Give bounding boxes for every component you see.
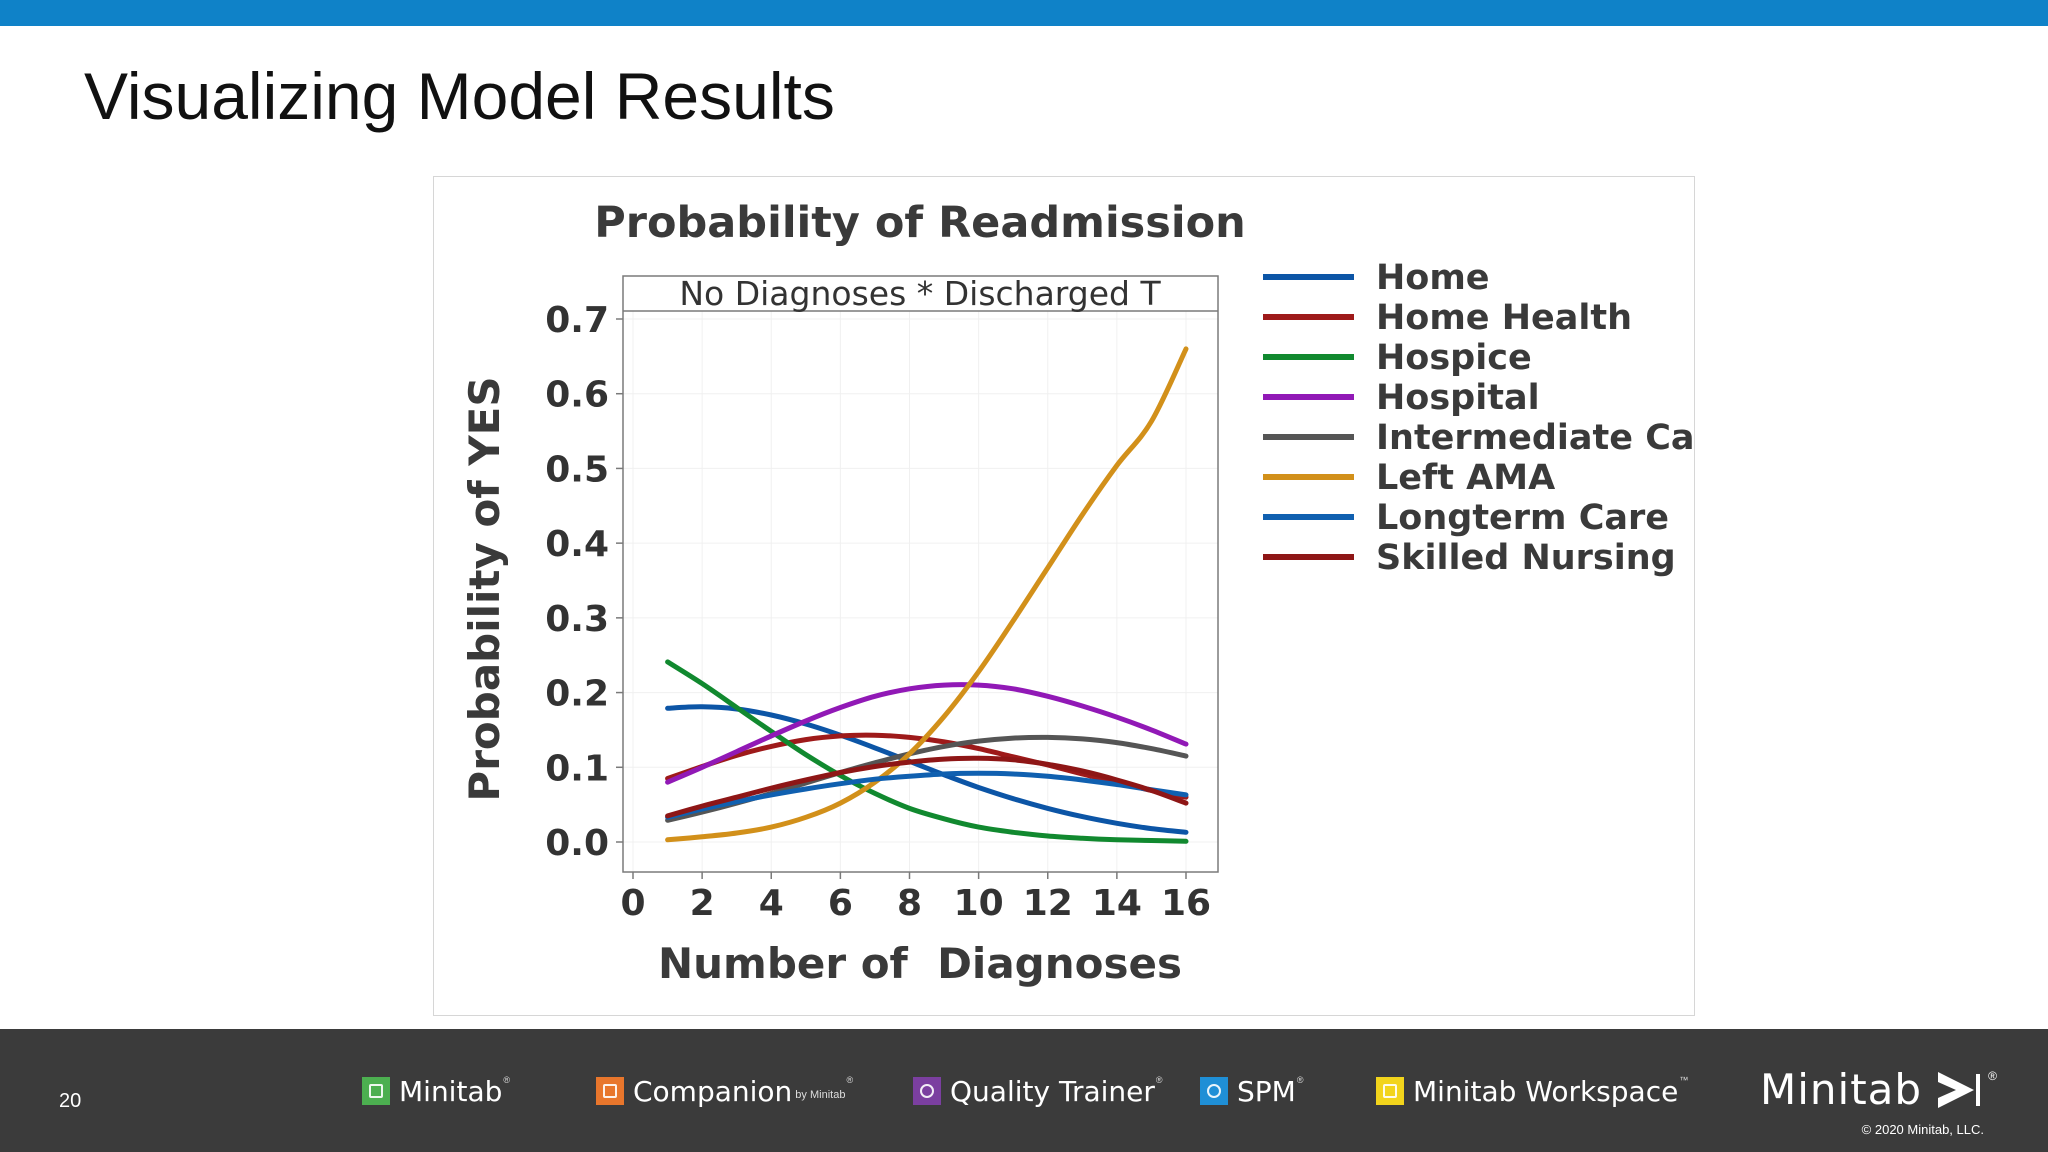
spm-target-icon [1200, 1077, 1228, 1105]
legend-label-hospital: Hospital [1376, 378, 1540, 418]
product-link-quality-trainer[interactable]: Quality Trainer ® [913, 1073, 1163, 1109]
slide-title: Visualizing Model Results [84, 59, 835, 133]
product-name: SPM [1237, 1074, 1296, 1108]
workspace-bulb-icon-glyph [1383, 1084, 1397, 1098]
minitab-bar-chart-icon-glyph [369, 1084, 383, 1098]
y-tick-label: 0.5 [545, 449, 609, 490]
companion-roadmap-icon [596, 1077, 624, 1105]
brand-name: Minitab [1760, 1065, 1923, 1114]
product-link-minitab[interactable]: Minitab ® [362, 1073, 510, 1109]
quality-trainer-play-icon [913, 1077, 941, 1105]
x-tick-label: 16 [1161, 883, 1211, 924]
y-tick-label: 0.7 [545, 300, 609, 341]
series-line-skilled-nursing [665, 755, 1189, 819]
product-name: Quality Trainer [950, 1074, 1155, 1108]
x-tick-label: 10 [954, 883, 1004, 924]
legend-label-longterm-care: Longterm Care [1376, 498, 1669, 538]
product-registered-mark: ® [846, 1075, 854, 1085]
page-number: 20 [59, 1090, 82, 1112]
y-axis: 0.0 0.1 0.2 0.3 0.4 0.5 0.6 0.7 [545, 300, 623, 864]
chart-grid [623, 311, 1218, 872]
x-tick-label: 12 [1023, 883, 1073, 924]
y-axis-label: Probability of YES [460, 376, 509, 801]
copyright-notice: © 2020 Minitab, LLC. [1861, 1122, 1984, 1137]
footer-bar: 20 Minitab ® Companion by Minitab ® Quality T… [0, 1029, 2048, 1152]
series-line-left-ama [665, 346, 1189, 843]
product-registered-mark: ® [503, 1075, 511, 1085]
legend-label-left-ama: Left AMA [1376, 458, 1555, 498]
series-lines [665, 346, 1189, 844]
product-name: Minitab [399, 1074, 503, 1108]
product-name: Minitab Workspace [1413, 1074, 1679, 1108]
y-tick-label: 0.2 [545, 674, 609, 715]
x-tick-label: 14 [1092, 883, 1142, 924]
product-name: Companion [633, 1074, 793, 1108]
series-line-hospice [665, 659, 1189, 844]
x-tick-label: 0 [620, 883, 645, 924]
product-link-companion[interactable]: Companion by Minitab ® [596, 1073, 853, 1109]
plot-area-border [622, 275, 1219, 873]
product-link-spm[interactable]: SPM ® [1200, 1073, 1303, 1109]
readmission-chart: No Diagnoses * Discharged T Probability … [460, 198, 1696, 988]
product-registered-mark: ® [1155, 1075, 1163, 1085]
x-axis: 0 2 4 6 8 10 12 14 16 [620, 872, 1211, 924]
product-subtitle: by Minitab [795, 1089, 846, 1101]
legend-label-home: Home [1376, 258, 1490, 298]
top-accent-bar [0, 0, 2048, 26]
x-tick-label: 6 [828, 883, 853, 924]
series-line-longterm-care [665, 770, 1189, 820]
y-tick-label: 0.1 [545, 748, 609, 789]
x-tick-label: 8 [897, 883, 922, 924]
y-tick-label: 0.0 [545, 823, 609, 864]
y-tick-label: 0.4 [545, 524, 609, 565]
y-tick-label: 0.3 [545, 599, 609, 640]
chart-frame: No Diagnoses * Discharged T Probability … [433, 176, 1696, 1016]
minitab-brand-logo: Minitab ® [1760, 1065, 1997, 1114]
series-line-home [665, 704, 1189, 835]
minitab-arrow-icon [1938, 1071, 1981, 1108]
minitab-bar-chart-icon [362, 1077, 390, 1105]
legend-label-intermediate-care: Intermediate Care [1376, 418, 1696, 458]
x-axis-label: Number of Diagnoses [658, 939, 1182, 988]
panel-label: No Diagnoses * Discharged T [679, 274, 1161, 313]
legend-label-hospice: Hospice [1376, 338, 1532, 378]
product-registered-mark: ™ [1679, 1075, 1689, 1085]
x-tick-label: 4 [759, 883, 784, 924]
chart-title: Probability of Readmission [594, 198, 1246, 248]
series-line-hospital [665, 682, 1189, 785]
spm-target-icon-glyph [1207, 1084, 1221, 1098]
quality-trainer-play-icon-glyph [920, 1084, 934, 1098]
companion-roadmap-icon-glyph [603, 1084, 617, 1098]
legend-label-home-health: Home Health [1376, 298, 1632, 338]
product-registered-mark: ® [1296, 1075, 1304, 1085]
workspace-bulb-icon [1376, 1077, 1404, 1105]
product-link-minitab-workspace[interactable]: Minitab Workspace ™ [1376, 1073, 1688, 1109]
x-tick-label: 2 [690, 883, 715, 924]
y-tick-label: 0.6 [545, 375, 609, 416]
brand-registered-mark: ® [1988, 1069, 1997, 1083]
legend-label-skilled-nursing: Skilled Nursing [1376, 538, 1676, 578]
